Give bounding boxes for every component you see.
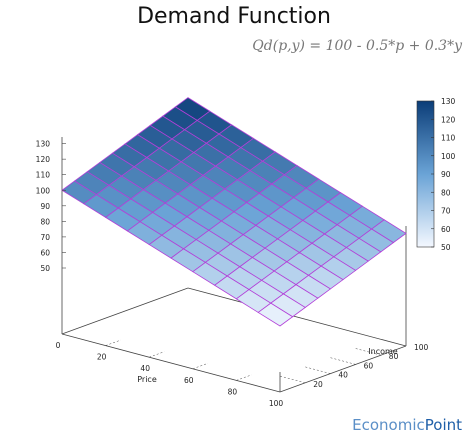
colorbar-tick-label: 80 <box>441 188 451 197</box>
y-grid-tick <box>354 347 381 356</box>
svg-text:EconomicPoint: EconomicPoint <box>352 416 462 434</box>
axis-ticks: 50 60 70 80 90 100 110 120 130 0 20 40 60 80 100 20 40 60… <box>36 140 429 408</box>
x-grid-tick <box>236 374 252 381</box>
x-tick-label: 40 <box>140 364 150 373</box>
x-tick-label: 20 <box>97 353 107 362</box>
z-tick-label: 80 <box>40 217 50 226</box>
colorbar-tick-label: 50 <box>441 243 451 252</box>
colorbar-tick-label: 120 <box>441 115 456 124</box>
z-tick-label: 100 <box>36 186 51 195</box>
x-tick-label: 0 <box>56 341 61 350</box>
colorbar-tick-label: 100 <box>441 152 456 161</box>
demand-surface <box>61 97 407 327</box>
y-tick-label: 20 <box>313 380 323 389</box>
back-floor-line-2 <box>187 287 407 347</box>
colorbar-tick-label: 70 <box>441 207 451 216</box>
y-tick-label: 60 <box>364 361 374 370</box>
x-tick-label: 80 <box>228 387 238 396</box>
logo-part-point: Point <box>425 416 462 434</box>
y-axis-line <box>279 345 407 393</box>
chart-title: Demand Function <box>137 4 331 29</box>
economicpoint-logo: EconomicPoint <box>352 416 462 434</box>
colorbar-tick-label: 130 <box>441 97 456 106</box>
colorbar-tick-label: 90 <box>441 170 451 179</box>
y-grid-tick <box>329 357 356 365</box>
y-grid-tick <box>304 366 331 374</box>
x-grid-tick <box>192 363 209 370</box>
colorbar-tick-label: 60 <box>441 225 451 234</box>
z-tick-label: 110 <box>36 171 51 180</box>
z-tick-label: 130 <box>36 140 51 149</box>
z-tick-label: 120 <box>36 155 51 164</box>
y-tick-label: 40 <box>338 371 348 380</box>
z-tick-label: 70 <box>40 233 50 242</box>
x-tick-label: 100 <box>269 399 284 408</box>
logo-part-economic: Economic <box>352 416 425 434</box>
x-tick-label: 60 <box>184 376 194 385</box>
x-grid-tick <box>149 351 165 358</box>
colorbar: 50 60 70 80 90 100 110 120 130 <box>416 97 456 252</box>
colorbar-tick-label: 110 <box>441 134 456 143</box>
y-axis-label: Income <box>368 347 398 356</box>
axes-frame <box>61 137 407 393</box>
surface-patch <box>257 302 294 327</box>
z-tick-label: 50 <box>40 264 50 273</box>
x-axis-line <box>61 333 281 393</box>
z-tick-label: 60 <box>40 248 50 257</box>
z-tick-label: 90 <box>40 202 50 211</box>
y-tick-label: 100 <box>414 343 429 352</box>
demand-formula: Qd(p,y) = 100 - 0.5*p + 0.3*y <box>252 38 463 54</box>
x-grid-tick <box>105 339 121 346</box>
back-floor-line <box>61 287 189 335</box>
x-axis-label: Price <box>137 375 157 384</box>
y-tick-label: 80 <box>389 352 399 361</box>
y-grid-tick <box>278 375 306 384</box>
